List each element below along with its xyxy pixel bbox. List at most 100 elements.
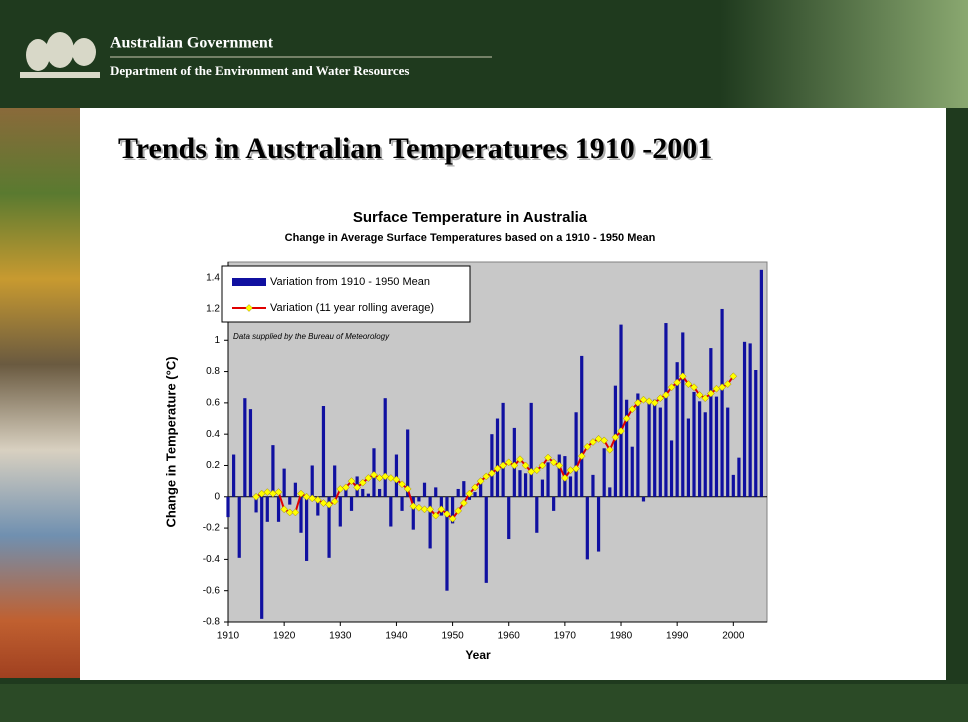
x-tick-label: 1950 [441,631,464,642]
y-tick-label: 0.4 [206,429,220,440]
line-marker [381,472,390,481]
bar [698,401,702,497]
line-marker [718,383,726,392]
bar [602,448,606,497]
line-marker [386,474,395,482]
line-marker [504,458,513,467]
bar [248,409,253,497]
bar [327,496,331,558]
line-marker [493,464,502,473]
bar [411,496,415,530]
bar [501,402,505,497]
y-tick-label: 0.6 [206,398,220,409]
legend-box [221,265,471,323]
bar [669,440,674,497]
line-marker [656,394,665,403]
x-tick-label: 1970 [554,631,577,642]
bar [265,496,269,522]
bar [484,496,488,583]
bar [417,496,421,502]
line-marker [499,461,507,470]
bar [338,496,342,527]
line-marker [280,505,288,514]
line-marker [403,485,412,493]
line-marker [690,383,698,392]
bar [260,496,264,619]
bar [535,496,539,533]
x-tick-label: 1910 [217,631,240,642]
line-marker [723,380,732,388]
x-tick-label: 1980 [610,631,633,642]
bar [518,470,522,497]
bar [226,496,230,518]
line-marker [285,508,294,517]
line-marker [605,445,614,454]
bar [686,418,690,497]
bar [574,412,578,497]
bar [636,393,640,497]
line-marker [701,394,710,403]
line-marker [532,466,541,475]
line-marker [342,483,350,492]
y-tick-label: -0.4 [203,554,221,565]
x-tick-label: 2000 [722,631,745,642]
x-tick-label: 1920 [273,631,296,642]
legend-marker [245,304,253,312]
bar [450,496,455,524]
bar [271,445,275,497]
x-axis-label: Year [465,648,491,662]
bar [389,496,393,527]
bar [737,457,741,497]
bar [434,487,438,497]
bar [333,465,337,497]
bar [254,496,258,513]
line-marker [600,436,609,445]
bar [658,407,662,497]
bar [759,269,763,497]
line-marker [370,471,378,479]
line-marker [516,455,524,464]
line-marker [297,489,305,498]
line-marker [448,514,457,523]
bar [613,385,618,497]
bar [714,396,719,497]
bar [664,323,668,497]
line-marker [634,399,642,407]
y-tick-label: -0.2 [203,523,221,534]
bar [709,348,713,497]
line-marker [695,391,704,399]
bar [647,401,651,497]
line-marker [538,461,547,470]
line-marker [617,427,625,435]
line-marker [729,372,738,381]
bar [445,496,449,591]
bar [641,496,646,502]
x-tick-label: 1990 [666,631,689,642]
line-marker [302,492,311,501]
y-tick-label: 1.4 [206,272,220,283]
legend-label: Variation (11 year rolling average) [270,302,434,314]
line-marker [583,442,592,451]
legend-swatch [232,278,266,286]
fern-image [720,0,968,108]
bar [232,454,236,497]
bar [377,488,382,497]
line-marker [628,405,637,413]
bar [243,398,247,497]
annotation: Data supplied by the Bureau of Meteorolo… [233,332,390,341]
line-marker [420,505,429,514]
line-marker [291,508,300,517]
line-marker [431,511,440,520]
chart-subtitle: Change in Average Surface Temperatures b… [285,232,656,244]
line-marker [561,474,569,482]
bar [400,496,404,511]
bar [529,402,533,497]
bar [495,418,500,497]
bar [293,482,297,497]
line-marker [471,483,479,492]
x-tick-label: 1930 [329,631,352,642]
line-marker [650,399,659,407]
line-marker [308,494,317,503]
line-marker [662,391,670,399]
